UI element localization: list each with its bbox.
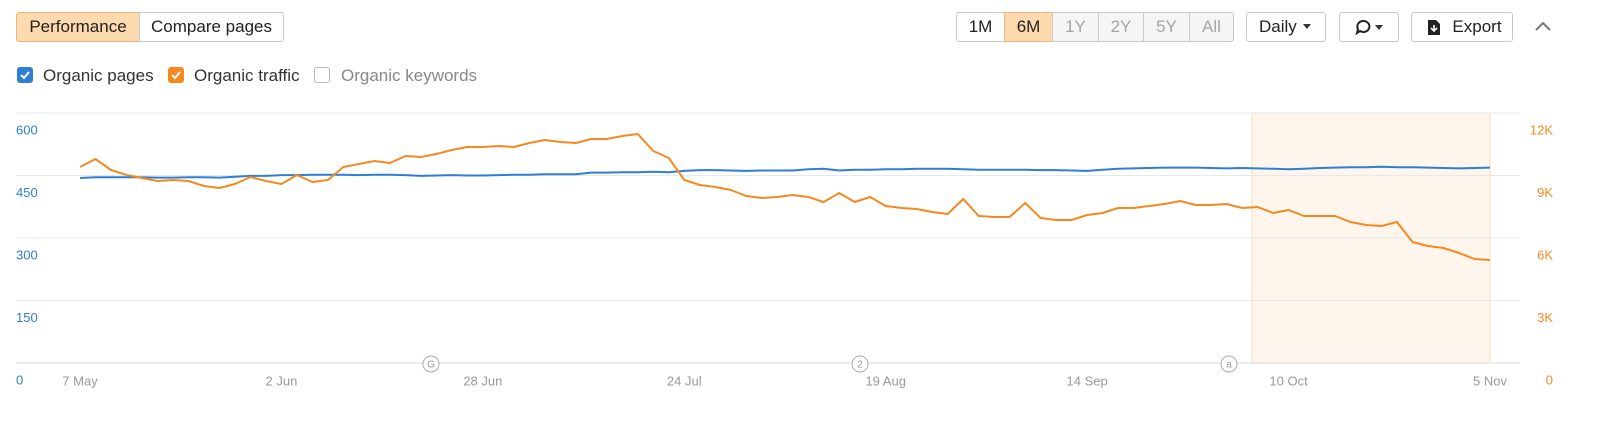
annotation-marker[interactable]: G xyxy=(422,355,440,373)
annotation-marker[interactable]: 2 xyxy=(851,355,869,373)
x-tick-label: 2 Jun xyxy=(266,373,298,388)
x-tick-label: 19 Aug xyxy=(865,373,906,388)
x-tick-label: 7 May xyxy=(62,373,98,388)
y-tick-label: 450 xyxy=(16,185,38,200)
annotation-label: a xyxy=(1226,360,1232,371)
period-button: 5Y xyxy=(1143,12,1190,42)
y2-tick-label: 9K xyxy=(1537,185,1553,200)
y2-tick-label: 12K xyxy=(1530,122,1553,137)
tab[interactable]: Compare pages xyxy=(139,12,284,42)
y2-tick-label: 0 xyxy=(1546,372,1553,387)
x-tick-label: 28 Jun xyxy=(463,373,502,388)
legend-label: Organic keywords xyxy=(341,66,478,85)
series-line xyxy=(79,133,1491,261)
y-tick-label: 600 xyxy=(16,122,38,137)
export-icon xyxy=(1428,20,1441,35)
y-tick-label: 150 xyxy=(16,310,38,325)
series-line xyxy=(79,165,1491,179)
caret xyxy=(1302,24,1311,29)
comment-icon xyxy=(1355,20,1383,36)
annotation-label: 2 xyxy=(857,360,863,371)
checkbox[interactable] xyxy=(314,67,330,83)
interval-label: Daily xyxy=(1259,17,1297,36)
export-label: Export xyxy=(1452,17,1502,36)
x-tick-label: 5 Nov xyxy=(1473,373,1507,388)
tab[interactable]: Performance xyxy=(16,12,140,42)
y2-tick-label: 6K xyxy=(1537,247,1553,262)
check-mark xyxy=(20,71,30,80)
interval-dropdown[interactable]: Daily xyxy=(1246,12,1326,42)
period-button: All xyxy=(1189,12,1234,42)
period-button[interactable]: 1M xyxy=(956,12,1005,42)
y-tick-label: 0 xyxy=(16,372,23,387)
x-tick-label: 24 Jul xyxy=(667,373,702,388)
period-button: 1Y xyxy=(1052,12,1099,42)
export-button[interactable]: Export xyxy=(1411,12,1513,42)
checkbox[interactable] xyxy=(17,67,33,83)
legend-label: Organic pages xyxy=(43,66,154,85)
check-mark xyxy=(171,71,181,80)
annotation-marker[interactable]: a xyxy=(1220,355,1238,373)
y-tick-label: 300 xyxy=(16,247,38,262)
annotation-label: G xyxy=(427,360,435,371)
x-tick-label: 10 Oct xyxy=(1269,373,1308,388)
checkbox[interactable] xyxy=(168,67,184,83)
annotation-dropdown[interactable] xyxy=(1339,12,1399,42)
y2-tick-label: 3K xyxy=(1537,310,1553,325)
legend-label: Organic traffic xyxy=(194,66,300,85)
collapse-icon[interactable] xyxy=(1533,19,1553,33)
x-tick-label: 14 Sep xyxy=(1067,373,1108,388)
